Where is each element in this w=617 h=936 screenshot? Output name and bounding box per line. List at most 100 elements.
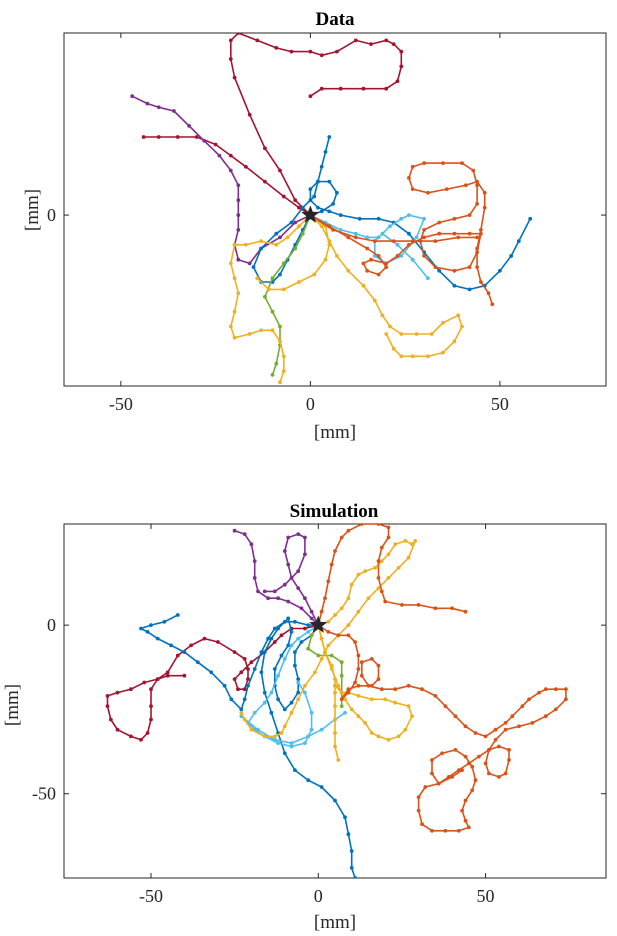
trajectory-point — [430, 758, 434, 762]
trajectory-10 — [255, 213, 332, 292]
trajectory-point — [463, 818, 468, 823]
trajectory-point — [410, 354, 415, 359]
trajectory-point — [236, 198, 241, 203]
trajectory-point — [276, 626, 280, 631]
trajectory-point — [537, 690, 541, 695]
trajectory-point — [202, 636, 207, 641]
trajectory-point — [272, 667, 277, 671]
trajectory-point — [396, 734, 401, 739]
trajectory-point — [195, 660, 200, 665]
trajectory-point — [517, 724, 521, 729]
trajectory-point — [407, 242, 411, 247]
trajectory-point — [384, 38, 389, 43]
trajectory-point — [319, 657, 324, 661]
trajectory-point — [384, 265, 389, 269]
trajectory-point — [493, 737, 498, 742]
trajectory-point — [269, 690, 274, 695]
trajectory-point — [296, 532, 301, 536]
trajectory-point — [366, 683, 371, 688]
x-axis-label: [mm] — [314, 912, 356, 933]
trajectory-point — [259, 239, 263, 244]
trajectory-point — [252, 576, 257, 580]
trajectory-point — [338, 228, 343, 232]
trajectory-point — [319, 224, 324, 229]
trajectory-point — [209, 670, 214, 675]
trajectory-point — [503, 721, 508, 725]
trajectory-point — [303, 683, 307, 688]
trajectory-point — [376, 677, 381, 681]
trajectory-point — [270, 309, 275, 314]
trajectory-point — [365, 235, 370, 240]
trajectory-point — [346, 268, 351, 273]
trajectory-point — [236, 213, 241, 218]
trajectory-point — [363, 721, 367, 725]
trajectory-point — [242, 717, 247, 722]
trajectory-point — [303, 552, 307, 557]
trajectory-point — [274, 231, 279, 236]
trajectory-point — [470, 788, 475, 793]
trajectory-point — [142, 680, 147, 685]
trajectory-point — [346, 687, 351, 692]
data-panel: Data -50 0 50 0 [mm] [mm] — [22, 9, 607, 443]
trajectory-point — [263, 146, 267, 151]
trajectory-point — [276, 697, 280, 702]
trajectory-point — [470, 764, 475, 769]
trajectory-point — [269, 636, 274, 641]
trajectory-point — [507, 748, 511, 752]
trajectory-11 — [316, 623, 341, 762]
trajectory-point — [306, 630, 311, 634]
trajectory-point — [105, 694, 110, 698]
trajectory-point — [274, 242, 279, 247]
trajectory-point — [263, 179, 267, 184]
trajectory-point — [239, 670, 244, 675]
trajectory-point — [115, 690, 120, 695]
trajectory-point — [366, 596, 371, 601]
trajectory-point — [487, 771, 491, 776]
trajectory-point — [346, 596, 351, 601]
trajectory-point — [329, 562, 334, 567]
trajectory-point — [333, 744, 337, 749]
origin-marker — [309, 615, 328, 633]
trajectory-4 — [139, 613, 321, 712]
trajectory-point — [393, 542, 398, 547]
trajectory-point — [456, 313, 461, 318]
trajectory-point — [329, 663, 334, 668]
trajectory-point — [155, 677, 160, 681]
y-axis: 0 — [47, 205, 606, 225]
trajectory-point — [349, 849, 354, 853]
trajectory-point — [299, 606, 304, 611]
trajectory-point — [281, 194, 286, 199]
trajectory-point — [333, 613, 337, 617]
trajectory-point — [407, 231, 411, 236]
trajectory-point — [527, 697, 531, 702]
trajectory-point — [115, 727, 120, 732]
trajectory-point — [274, 46, 279, 50]
trajectory-point — [477, 754, 481, 759]
trajectory-point — [309, 616, 314, 621]
trajectory-point — [520, 704, 525, 708]
trajectory-point — [460, 161, 464, 166]
trajectory-point — [490, 302, 495, 307]
trajectory-point — [175, 135, 180, 139]
trajectory-point — [272, 734, 277, 739]
trajectory-point — [450, 606, 454, 611]
trajectory-point — [289, 744, 294, 749]
trajectory-point — [165, 670, 170, 675]
trajectory-point — [296, 690, 301, 695]
trajectory-point — [456, 828, 461, 833]
trajectory-point — [346, 832, 351, 837]
trajectory-point — [376, 216, 381, 221]
trajectory-point — [422, 254, 426, 258]
trajectory-point — [466, 825, 471, 830]
trajectory-point — [266, 636, 270, 641]
trajectory-point — [327, 242, 332, 247]
trajectory-point — [296, 586, 301, 590]
trajectory-point — [145, 101, 150, 106]
trajectory-point — [249, 542, 254, 547]
trajectory-point — [278, 272, 282, 277]
trajectory-point — [255, 38, 260, 43]
trajectory-point — [422, 228, 426, 232]
trajectory-point — [297, 280, 301, 284]
trajectory-point — [129, 734, 133, 739]
trajectory-point — [149, 687, 153, 692]
